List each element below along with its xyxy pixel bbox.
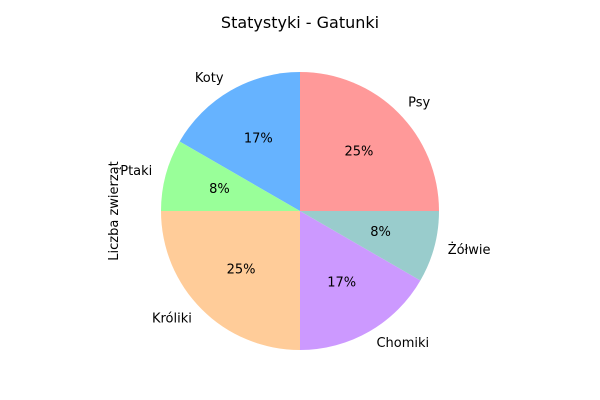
percent-label-psy: 25%	[345, 145, 374, 160]
pie-slice-chomiki	[300, 211, 421, 350]
pie-slice-zolwie	[300, 211, 439, 281]
percent-label-chomiki: 17%	[327, 276, 356, 291]
chart-title: Statystyki - Gatunki	[221, 13, 379, 32]
pie-slices	[161, 72, 439, 350]
percent-label-koty: 17%	[244, 131, 273, 146]
y-axis-label: Liczba zwierząt	[107, 161, 122, 260]
pie-slice-psy	[300, 72, 439, 211]
category-label-ptaki: Ptaki	[120, 164, 152, 179]
pie-slice-ptaki	[161, 141, 300, 211]
pie-slice-kroliki	[161, 211, 300, 350]
percent-label-kroliki: 25%	[227, 262, 256, 277]
pie-slice-koty	[179, 72, 300, 211]
pie-labels: Psy 25% Koty 17% Ptaki 8% Króliki 25% Chomiki 17%…	[120, 71, 490, 351]
percent-label-zolwie: 8%	[370, 225, 391, 240]
category-label-chomiki: Chomiki	[376, 336, 429, 351]
category-label-koty: Koty	[195, 71, 224, 86]
percent-label-ptaki: 8%	[209, 182, 230, 197]
category-label-zolwie: Żółwie	[448, 242, 491, 258]
category-label-psy: Psy	[408, 95, 430, 110]
category-label-kroliki: Króliki	[152, 312, 192, 327]
